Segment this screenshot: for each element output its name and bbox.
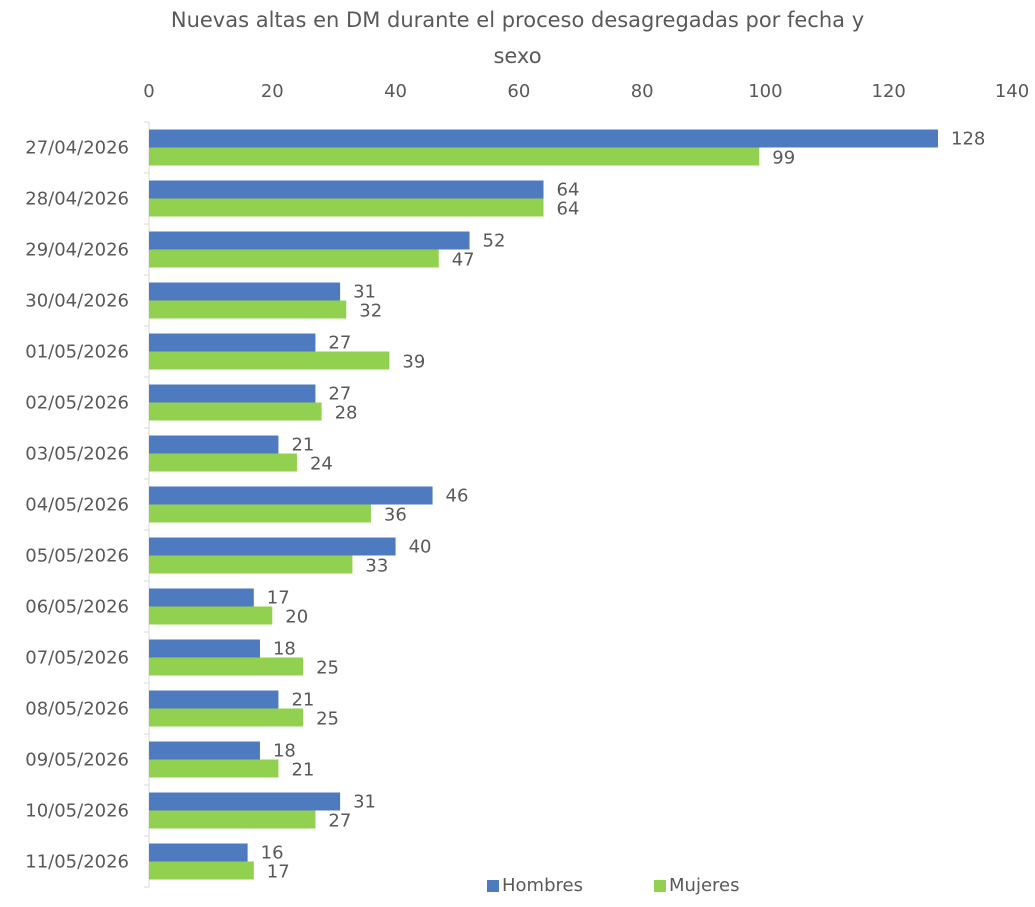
x-tick-label: 80: [631, 81, 654, 102]
mujeres-bar: [149, 402, 322, 421]
hombres-bar: [149, 384, 316, 403]
mujeres-data-label: 28: [335, 403, 358, 424]
legend-swatch-hombres: [487, 880, 499, 892]
legend-swatch-mujeres: [654, 880, 666, 892]
mujeres-data-label: 24: [310, 454, 333, 475]
mujeres-data-label: 39: [402, 352, 425, 373]
category-label: 09/05/2026: [25, 750, 129, 771]
category-label: 01/05/2026: [25, 342, 129, 363]
hombres-data-label: 128: [951, 129, 985, 150]
mujeres-bar: [149, 759, 279, 778]
x-tick-label: 140: [995, 81, 1029, 102]
legend-label-mujeres: Mujeres: [669, 875, 739, 896]
hombres-data-label: 21: [291, 690, 314, 711]
legend-label-hombres: Hombres: [502, 875, 583, 896]
mujeres-bar: [149, 555, 353, 574]
mujeres-data-label: 21: [291, 760, 314, 781]
hombres-data-label: 52: [483, 231, 506, 252]
mujeres-data-label: 36: [384, 505, 407, 526]
mujeres-data-label: 25: [316, 658, 339, 679]
hombres-bar: [149, 639, 260, 658]
category-label: 05/05/2026: [25, 546, 129, 567]
mujeres-bar: [149, 657, 304, 676]
category-label: 03/05/2026: [25, 444, 129, 465]
category-label: 11/05/2026: [25, 852, 129, 873]
x-tick-label: 120: [872, 81, 906, 102]
mujeres-data-label: 32: [359, 301, 382, 322]
mujeres-data-label: 20: [285, 607, 308, 628]
mujeres-data-label: 99: [772, 148, 795, 169]
category-label: 06/05/2026: [25, 597, 129, 618]
mujeres-bar: [149, 861, 254, 880]
mujeres-bar: [149, 249, 439, 268]
chart-title-line-1: Nuevas altas en DM durante el proceso de…: [170, 8, 865, 32]
mujeres-bar: [149, 198, 544, 217]
mujeres-bar: [149, 810, 316, 829]
category-label: 04/05/2026: [25, 495, 129, 516]
category-label: 07/05/2026: [25, 648, 129, 669]
hombres-data-label: 18: [273, 639, 296, 660]
x-tick-label: 0: [143, 81, 154, 102]
mujeres-bar: [149, 453, 297, 472]
hombres-data-label: 31: [353, 282, 376, 303]
x-tick-label: 60: [507, 81, 530, 102]
mujeres-bar: [149, 351, 390, 370]
mujeres-bar: [149, 708, 304, 727]
x-tick-label: 40: [384, 81, 407, 102]
hombres-bar: [149, 180, 544, 199]
hombres-data-label: 18: [273, 741, 296, 762]
mujeres-data-label: 27: [328, 811, 351, 832]
hombres-data-label: 16: [261, 843, 284, 864]
category-label: 02/05/2026: [25, 393, 129, 414]
mujeres-data-label: 33: [365, 556, 388, 577]
category-label: 30/04/2026: [25, 291, 129, 312]
hombres-data-label: 27: [328, 333, 351, 354]
hombres-data-label: 17: [267, 588, 290, 609]
hombres-data-label: 21: [291, 435, 314, 456]
hombres-bar: [149, 282, 341, 301]
hombres-bar: [149, 129, 939, 148]
category-label: 27/04/2026: [25, 138, 129, 159]
hombres-bar: [149, 741, 260, 760]
mujeres-bar: [149, 300, 347, 319]
hombres-data-label: 31: [353, 792, 376, 813]
hombres-bar: [149, 537, 396, 556]
hombres-bar: [149, 792, 341, 811]
hombres-bar: [149, 231, 470, 250]
hombres-data-label: 27: [328, 384, 351, 405]
mujeres-bar: [149, 606, 273, 625]
x-tick-label: 20: [261, 81, 284, 102]
mujeres-data-label: 25: [316, 709, 339, 730]
hombres-bar: [149, 333, 316, 352]
hombres-data-label: 64: [557, 180, 580, 201]
category-label: 10/05/2026: [25, 801, 129, 822]
hombres-bar: [149, 486, 433, 505]
hombres-data-label: 40: [409, 537, 432, 558]
hombres-bar: [149, 435, 279, 454]
mujeres-data-label: 47: [452, 250, 475, 271]
hombres-bar: [149, 588, 254, 607]
chart-title-line-2: sexo: [493, 44, 542, 68]
category-label: 29/04/2026: [25, 240, 129, 261]
category-label: 08/05/2026: [25, 699, 129, 720]
x-tick-label: 100: [748, 81, 782, 102]
mujeres-bar: [149, 504, 371, 523]
mujeres-bar: [149, 147, 760, 166]
hombres-data-label: 46: [446, 486, 469, 507]
hombres-bar: [149, 690, 279, 709]
mujeres-data-label: 64: [557, 199, 580, 220]
hombres-bar: [149, 843, 248, 862]
category-label: 28/04/2026: [25, 189, 129, 210]
mujeres-data-label: 17: [267, 862, 290, 883]
